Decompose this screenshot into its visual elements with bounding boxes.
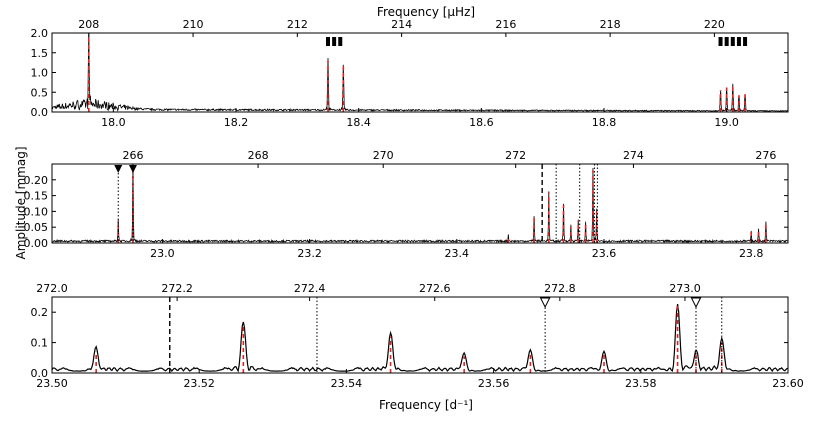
- marker-rect-top-2: [338, 37, 343, 46]
- y-tick-label-bottom-2: 0.2: [31, 306, 49, 319]
- y-tick-label-top-1: 0.5: [31, 86, 49, 99]
- top-tick-label-top-4: 216: [495, 18, 516, 31]
- panel-bottom: 23.50 23.52 23.54 23.56 23.58 23.60 0.0 0.1 0.2 2…: [31, 282, 804, 390]
- top-tick-label-bottom-5: 273.0: [669, 282, 701, 295]
- x-tick-label-bottom-4: 23.58: [625, 377, 657, 390]
- axes-frame-top: [51, 32, 789, 113]
- x-tick-label-top-5: 19.0: [714, 116, 739, 129]
- marker-triangle-middle-0: [114, 165, 123, 173]
- plot-area-bottom: [52, 297, 788, 373]
- top-axis-label: Frequency [μHz]: [377, 5, 475, 19]
- marker-rect-top-7: [743, 37, 748, 46]
- top-tick-label-bottom-1: 272.2: [161, 282, 193, 295]
- spectrum-line-top: [52, 33, 788, 112]
- top-tick-label-top-1: 210: [183, 18, 204, 31]
- x-tick-label-top-4: 18.8: [592, 116, 617, 129]
- top-tick-label-middle-0: 266: [122, 149, 143, 162]
- panel-middle: 23.0 23.2 23.4 23.6 23.8 0.00 0.05 0.10 0.15 0.20…: [24, 149, 789, 260]
- y-tick-label-top-3: 1.5: [31, 47, 49, 60]
- y-tick-label-middle-4: 0.20: [24, 174, 49, 187]
- x-tick-label-top-1: 18.2: [224, 116, 249, 129]
- x-tick-label-top-3: 18.6: [469, 116, 494, 129]
- top-tick-label-middle-1: 268: [248, 149, 269, 162]
- bottom-axis-label: Frequency [d⁻¹]: [379, 398, 473, 412]
- x-tick-label-bottom-3: 23.56: [478, 377, 510, 390]
- top-tick-label-top-5: 218: [600, 18, 621, 31]
- marker-open-triangle-bottom-1: [690, 297, 702, 309]
- plot-area-top: [52, 33, 788, 112]
- y-tick-label-middle-3: 0.15: [24, 190, 49, 203]
- x-tick-label-bottom-0: 23.50: [36, 377, 68, 390]
- y-tick-label-middle-2: 0.10: [24, 205, 49, 218]
- marker-rect-top-0: [326, 37, 330, 46]
- axes-frame-bottom: [51, 296, 789, 374]
- y-axis-label: Amplitude [mmag]: [14, 146, 28, 259]
- y-tick-label-top-2: 1.0: [31, 67, 49, 80]
- spectrum-line-bottom: [52, 303, 788, 373]
- marker-rect-top-6: [736, 37, 741, 46]
- spectrum-line-middle: [52, 168, 788, 243]
- y-tick-label-top-0: 0.0: [31, 106, 49, 119]
- marker-rect-top-5: [730, 37, 735, 46]
- axes-frame-middle: [51, 163, 789, 244]
- y-tick-label-bottom-1: 0.1: [31, 337, 49, 350]
- top-tick-label-bottom-3: 272.6: [419, 282, 451, 295]
- plot-area-middle: [52, 164, 788, 243]
- x-tick-label-bottom-2: 23.54: [331, 377, 363, 390]
- panel-top: 18.0 18.2 18.4 18.6 18.8 19.0 0.0 0.5 1.0 1.5 2.0 2…: [31, 18, 789, 129]
- top-tick-label-middle-5: 276: [755, 149, 776, 162]
- marker-triangle-middle-1: [128, 165, 137, 173]
- top-tick-label-bottom-0: 272.0: [36, 282, 68, 295]
- x-tick-label-bottom-5: 23.60: [772, 377, 804, 390]
- marker-rect-top-3: [718, 37, 723, 46]
- x-tick-label-middle-1: 23.2: [297, 247, 322, 260]
- y-tick-label-top-4: 2.0: [31, 27, 49, 40]
- top-tick-label-top-2: 212: [287, 18, 308, 31]
- x-tick-label-top-0: 18.0: [101, 116, 126, 129]
- top-tick-label-middle-2: 270: [373, 149, 394, 162]
- top-tick-label-middle-4: 274: [623, 149, 644, 162]
- marker-open-triangle-bottom-0: [539, 297, 551, 309]
- top-tick-label-bottom-2: 272.4: [294, 282, 326, 295]
- x-tick-label-middle-3: 23.6: [592, 247, 617, 260]
- marker-rect-top-4: [724, 37, 729, 46]
- y-tick-label-middle-1: 0.05: [24, 221, 49, 234]
- top-tick-label-top-3: 214: [391, 18, 412, 31]
- top-tick-label-top-0: 208: [78, 18, 99, 31]
- x-tick-label-bottom-1: 23.52: [183, 377, 215, 390]
- top-tick-label-middle-3: 272: [505, 149, 526, 162]
- x-tick-label-middle-0: 23.0: [150, 247, 175, 260]
- top-tick-label-top-6: 220: [704, 18, 725, 31]
- x-tick-label-top-2: 18.4: [346, 116, 371, 129]
- x-tick-label-middle-2: 23.4: [445, 247, 470, 260]
- marker-rect-top-1: [332, 37, 337, 46]
- x-tick-label-middle-4: 23.8: [739, 247, 764, 260]
- top-tick-label-bottom-4: 272.8: [544, 282, 576, 295]
- y-tick-label-bottom-0: 0.0: [31, 367, 49, 380]
- y-tick-label-middle-0: 0.00: [24, 237, 49, 250]
